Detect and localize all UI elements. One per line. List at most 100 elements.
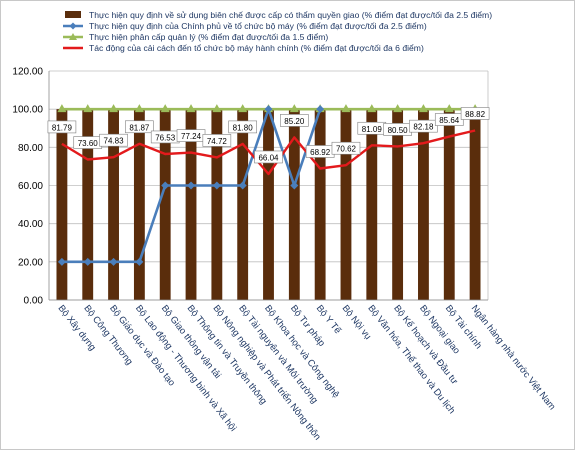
point-marker-triangle — [160, 104, 170, 113]
y-tick-label: 80.00 — [18, 143, 43, 154]
bars — [56, 109, 481, 301]
point-marker-diamond — [109, 257, 118, 266]
data-label: 85.20 — [280, 114, 309, 127]
point-marker-triangle — [57, 104, 67, 113]
data-labels: 81.79 73.60 74.83 81.87 76.53 77.24 74.72 81.80… — [47, 107, 490, 164]
point-marker-diamond — [161, 181, 170, 190]
data-label-text: 77.24 — [181, 132, 202, 141]
data-label: 66.04 — [254, 150, 283, 164]
point-marker-diamond — [316, 105, 325, 114]
bar — [108, 109, 119, 301]
data-label-box — [409, 119, 438, 133]
data-label: 81.09 — [357, 121, 387, 135]
bar — [133, 109, 145, 301]
point-marker-triangle — [393, 104, 403, 113]
data-label-text: 85.20 — [284, 117, 305, 126]
legend-marker-diamond — [69, 22, 77, 30]
data-label-text: 88.82 — [465, 110, 486, 119]
y-tick-label: 120.00 — [12, 67, 43, 78]
point-marker-triangle — [83, 104, 93, 113]
data-label-text: 80.50 — [388, 126, 409, 135]
data-label-box — [228, 120, 257, 134]
bar — [263, 109, 274, 301]
point-marker-diamond — [57, 257, 66, 266]
data-label: 81.80 — [228, 120, 257, 134]
data-label-text: 68.92 — [310, 148, 331, 157]
legend-item: Thực hiện quy định về sử dụng biên chế đ… — [65, 10, 492, 20]
data-label-text: 76.53 — [155, 133, 176, 142]
bar — [314, 109, 326, 301]
series-line — [61, 129, 476, 176]
data-label-box — [47, 120, 77, 134]
legend-label: Thực hiện quy định của Chính phủ về tổ c… — [89, 21, 427, 31]
data-label-text: 81.09 — [362, 125, 383, 134]
data-label-text: 70.62 — [336, 145, 357, 154]
bar — [237, 109, 249, 301]
point-marker-triangle — [186, 104, 196, 113]
point-marker-diamond — [83, 257, 92, 266]
point-marker-triangle — [109, 104, 119, 113]
legend-item: Tác động của cải cách đến tổ chức bộ máy… — [63, 43, 424, 53]
x-tick-label: Ngân hàng nhà nước Việt Nam — [470, 302, 559, 411]
point-marker-diamond — [135, 257, 144, 266]
point-marker-diamond — [238, 181, 247, 190]
data-label: 85.64 — [434, 113, 464, 126]
y-tick-label: 40.00 — [18, 219, 43, 230]
legend: Thực hiện quy định về sử dụng biên chế đ… — [63, 10, 492, 53]
legend-label: Thực hiện phân cấp quản lý (% điểm đạt đ… — [89, 32, 328, 42]
data-label: 74.83 — [99, 133, 128, 147]
data-label: 76.53 — [150, 130, 180, 144]
bar — [56, 109, 68, 301]
data-label-text: 81.79 — [52, 123, 73, 132]
point-marker-diamond — [290, 181, 299, 190]
data-label: 77.24 — [176, 129, 206, 142]
bar — [340, 109, 352, 301]
point-marker-triangle — [134, 104, 144, 113]
data-label-text: 81.80 — [233, 123, 254, 132]
bar — [392, 109, 404, 301]
data-label-text: 81.87 — [129, 123, 150, 132]
data-label: 88.82 — [460, 107, 490, 120]
data-label-text: 85.64 — [439, 116, 460, 125]
data-label-box — [99, 133, 128, 147]
point-marker-diamond — [264, 105, 273, 114]
data-label: 68.92 — [305, 145, 335, 158]
bar — [366, 109, 378, 301]
point-marker-triangle — [289, 104, 299, 113]
point-marker-triangle — [367, 104, 377, 113]
data-label-text: 66.04 — [258, 153, 279, 162]
data-label: 81.87 — [125, 120, 154, 134]
data-label: 74.72 — [202, 134, 232, 147]
data-label-box — [460, 107, 490, 120]
bar — [469, 109, 481, 301]
data-label: 80.50 — [383, 123, 412, 136]
bar — [211, 109, 223, 301]
data-label-text: 74.83 — [104, 137, 125, 146]
legend-item: Thực hiện phân cấp quản lý (% điểm đạt đ… — [63, 32, 328, 42]
legend-label: Thực hiện quy định về sử dụng biên chế đ… — [89, 10, 492, 20]
bar — [288, 109, 300, 301]
bar — [185, 109, 197, 301]
point-marker-triangle — [238, 104, 248, 113]
data-label-text: 82.18 — [413, 123, 434, 132]
point-marker-diamond — [212, 181, 221, 190]
point-marker-triangle — [444, 104, 454, 113]
data-label-text: 74.72 — [207, 137, 228, 146]
y-axis: 0.00 20.00 40.00 60.00 80.00 100.00 120.00 — [12, 67, 489, 307]
point-marker-triangle — [418, 104, 428, 113]
data-label-box — [125, 120, 154, 134]
bar — [418, 109, 429, 301]
data-label: 70.62 — [331, 141, 361, 155]
data-label: 73.60 — [73, 136, 103, 149]
y-tick-label: 0.00 — [24, 296, 44, 307]
point-marker-triangle — [212, 104, 222, 113]
bar — [443, 109, 455, 301]
data-label-box — [202, 134, 232, 147]
data-label-box — [331, 141, 361, 155]
legend-swatch-bar — [65, 11, 81, 18]
data-label: 82.18 — [409, 119, 438, 133]
data-label-box — [280, 114, 309, 127]
